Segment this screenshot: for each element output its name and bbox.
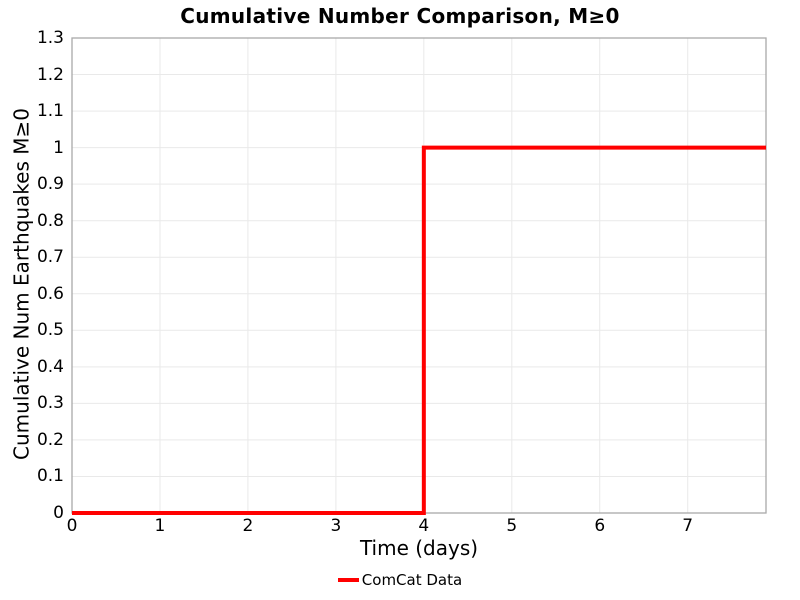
y-tick-label: 0.9 xyxy=(36,174,64,195)
y-tick-label: 0.2 xyxy=(36,429,64,450)
x-tick-label: 6 xyxy=(594,516,606,536)
chart-title: Cumulative Number Comparison, M≥0 xyxy=(180,4,620,28)
y-tick-label: 0.6 xyxy=(36,283,64,304)
x-tick-label: 3 xyxy=(330,516,342,536)
y-tick-label: 0.8 xyxy=(36,210,64,231)
y-tick-label: 0.3 xyxy=(36,393,64,414)
x-tick-label: 4 xyxy=(418,516,430,536)
y-tick-label: 0.4 xyxy=(36,356,64,377)
y-tick-label: 0 xyxy=(53,503,64,523)
y-tick-label: 0.5 xyxy=(36,320,64,341)
y-tick-label: 0.1 xyxy=(36,466,64,487)
x-tick-label: 7 xyxy=(682,516,694,536)
x-tick-label: 0 xyxy=(66,516,78,536)
legend-label: ComCat Data xyxy=(361,571,463,589)
x-tick-label: 2 xyxy=(242,516,254,536)
x-tick-label: 5 xyxy=(506,516,518,536)
x-axis-label: Time (days) xyxy=(359,536,479,560)
y-tick-label: 1.3 xyxy=(36,28,64,48)
legend-line-swatch xyxy=(337,578,359,582)
y-tick-label: 1 xyxy=(53,137,64,158)
y-tick-label: 1.1 xyxy=(36,101,64,122)
x-tick-label: 1 xyxy=(154,516,166,536)
y-tick-label: 0.7 xyxy=(36,247,64,268)
legend: ComCat Data xyxy=(0,570,800,590)
y-tick-label: 1.2 xyxy=(36,64,64,85)
